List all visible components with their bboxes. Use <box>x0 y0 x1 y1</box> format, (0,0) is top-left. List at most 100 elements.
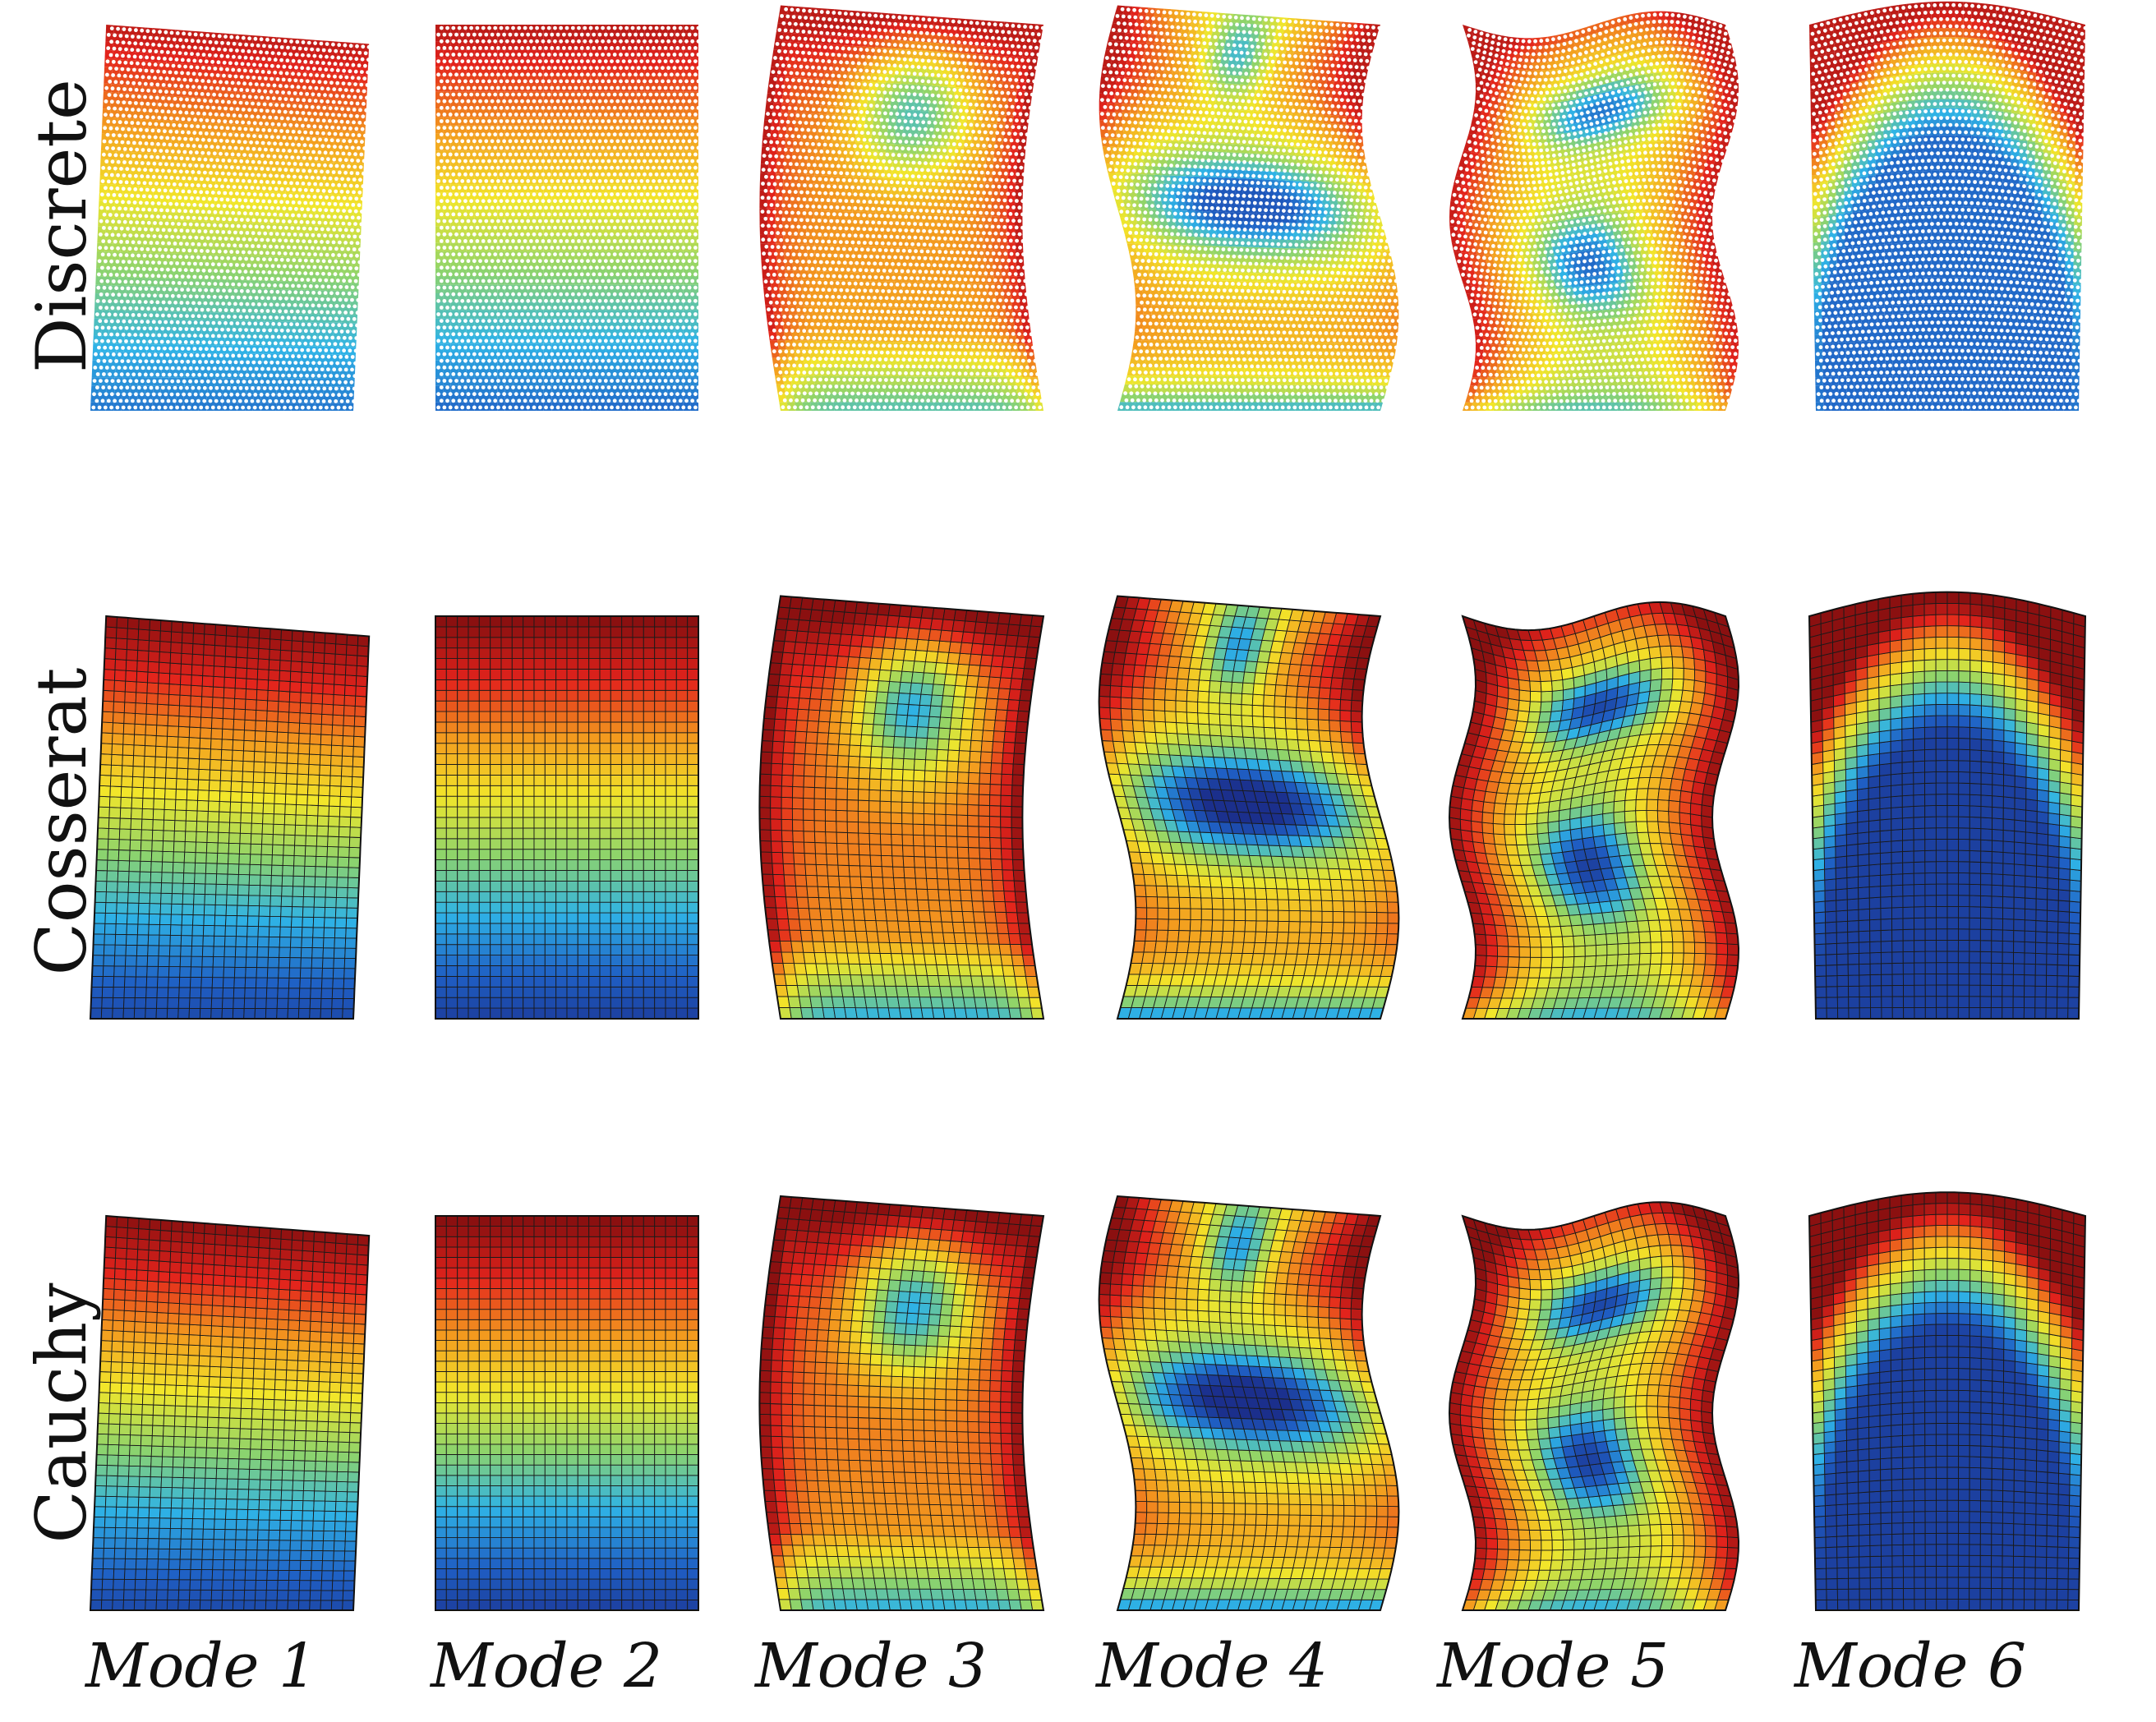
lattice-hole <box>219 165 223 169</box>
lattice-hole <box>135 379 139 383</box>
lattice-hole <box>102 372 106 376</box>
lattice-hole <box>347 387 351 391</box>
lattice-hole <box>196 269 200 273</box>
lattice-hole <box>164 334 168 338</box>
lattice-hole <box>154 353 158 357</box>
lattice-hole <box>149 326 153 330</box>
lattice-hole <box>320 214 325 219</box>
lattice-hole <box>255 225 259 229</box>
lattice-hole <box>191 229 196 233</box>
lattice-hole <box>140 174 144 178</box>
lattice-hole <box>114 213 118 217</box>
lattice-hole <box>193 406 197 410</box>
lattice-hole <box>261 354 265 358</box>
lattice-hole <box>116 333 120 337</box>
lattice-hole <box>319 182 323 186</box>
lattice-hole <box>334 177 339 181</box>
lattice-hole <box>145 359 149 363</box>
lattice-hole <box>287 303 291 307</box>
lattice-hole <box>160 268 164 272</box>
lattice-hole <box>223 250 228 254</box>
lattice-hole <box>258 277 262 281</box>
lattice-hole <box>167 327 171 331</box>
lattice-hole <box>143 254 147 258</box>
lattice-hole <box>219 152 223 156</box>
lattice-hole <box>335 234 339 238</box>
mesh-cell <box>341 154 349 163</box>
lattice-hole <box>349 184 353 188</box>
lattice-hole <box>141 280 145 284</box>
lattice-hole <box>292 258 296 262</box>
lattice-hole <box>292 187 296 191</box>
lattice-hole <box>219 366 223 371</box>
lattice-hole <box>255 367 259 371</box>
lattice-hole <box>237 198 242 202</box>
lattice-hole <box>181 274 185 279</box>
lattice-hole <box>170 320 174 325</box>
lattice-hole <box>131 181 135 185</box>
lattice-hole <box>136 399 141 403</box>
lattice-hole <box>339 202 343 206</box>
lattice-hole <box>186 373 190 377</box>
lattice-hole <box>283 194 287 198</box>
lattice-hole <box>320 355 325 359</box>
lattice-hole <box>104 392 108 396</box>
lattice-hole <box>359 223 363 227</box>
lattice-hole <box>207 223 211 228</box>
lattice-hole <box>327 285 331 289</box>
lattice-hole <box>114 154 118 158</box>
lattice-hole <box>266 238 270 242</box>
lattice-hole <box>302 297 306 301</box>
lattice-hole <box>223 178 228 182</box>
lattice-hole <box>235 406 239 410</box>
lattice-hole <box>135 293 139 297</box>
lattice-hole <box>108 213 113 217</box>
lattice-hole <box>194 393 198 397</box>
lattice-hole <box>207 210 211 214</box>
lattice-hole <box>224 237 228 241</box>
lattice-hole <box>269 315 273 320</box>
lattice-hole <box>263 160 267 164</box>
lattice-hole <box>297 297 301 301</box>
lattice-hole <box>147 148 151 152</box>
lattice-hole <box>219 269 223 274</box>
lattice-hole <box>186 229 190 233</box>
lattice-hole <box>101 312 105 316</box>
lattice-hole <box>251 373 256 377</box>
lattice-hole <box>233 399 237 403</box>
lattice-hole <box>135 161 139 165</box>
lattice-hole <box>182 235 187 239</box>
lattice-hole <box>262 186 266 191</box>
lattice-hole <box>355 324 359 328</box>
lattice-hole <box>266 380 270 384</box>
lattice-hole <box>260 296 265 300</box>
lattice-hole <box>265 193 269 197</box>
lattice-hole <box>290 297 294 301</box>
lattice-hole <box>234 218 238 222</box>
lattice-hole <box>223 204 227 208</box>
lattice-hole <box>310 201 314 205</box>
lattice-hole <box>123 280 127 284</box>
lattice-hole <box>293 374 297 378</box>
lattice-hole <box>339 343 343 347</box>
lattice-hole <box>209 256 213 260</box>
lattice-hole <box>205 393 210 397</box>
lattice-hole <box>185 399 189 403</box>
lattice-hole <box>131 326 135 330</box>
lattice-hole <box>306 361 310 365</box>
lattice-hole <box>139 274 143 278</box>
lattice-hole <box>351 285 355 289</box>
lattice-hole <box>304 259 308 263</box>
lattice-hole <box>296 380 300 384</box>
lattice-hole <box>234 205 238 209</box>
lattice-hole <box>164 189 168 193</box>
lattice-hole <box>320 240 324 244</box>
lattice-hole <box>202 327 206 331</box>
lattice-hole <box>256 386 260 390</box>
lattice-hole <box>244 269 248 274</box>
lattice-hole <box>148 195 152 199</box>
lattice-hole <box>340 399 344 403</box>
lattice-hole <box>126 154 130 158</box>
lattice-hole <box>298 399 302 403</box>
